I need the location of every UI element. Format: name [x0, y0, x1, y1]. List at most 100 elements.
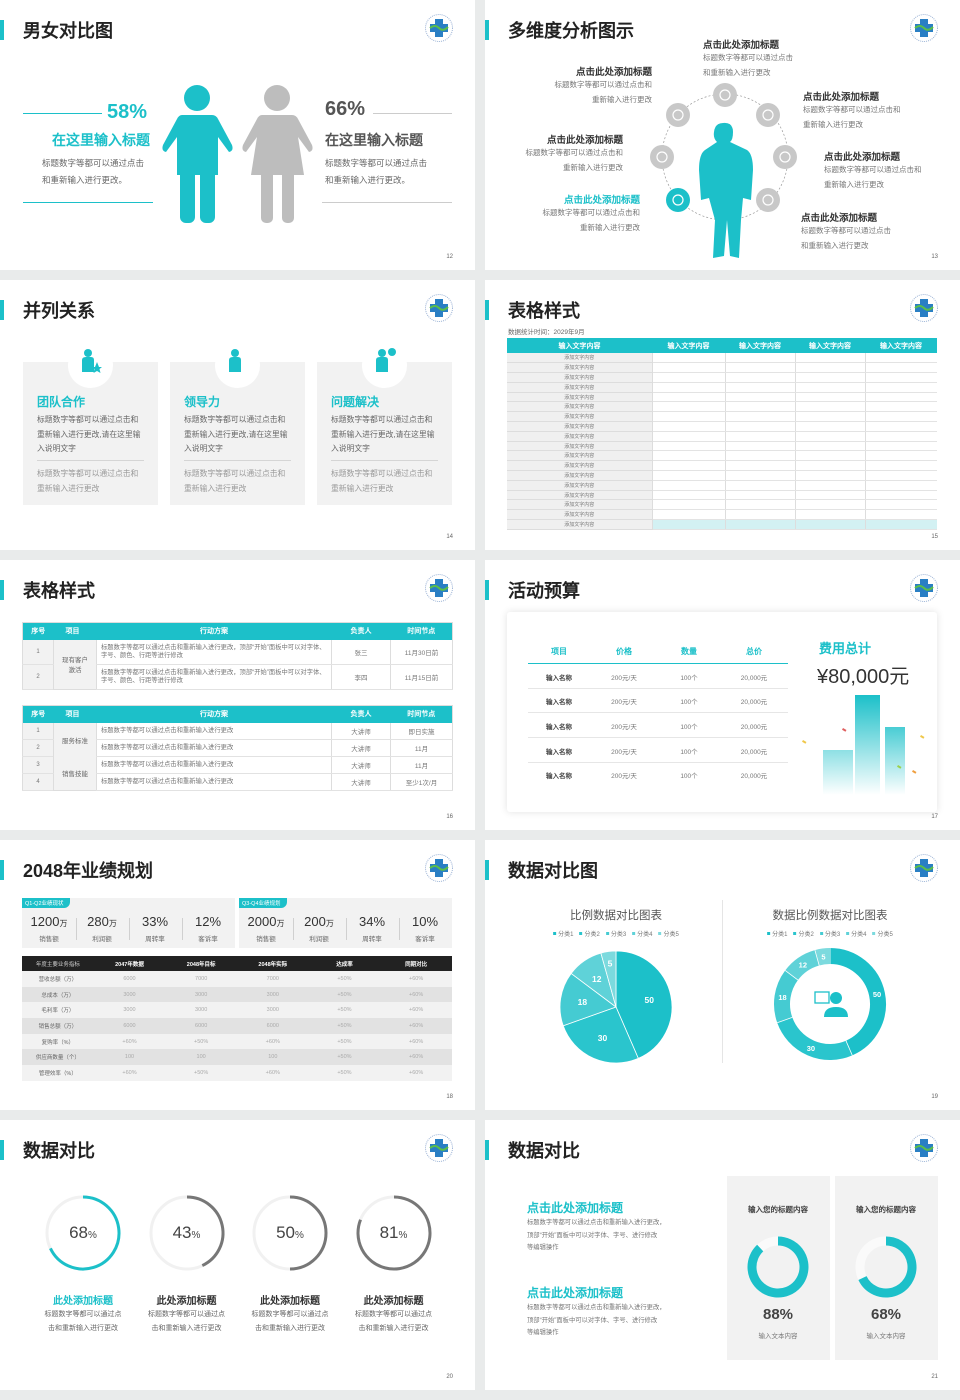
empty-cell[interactable]	[724, 382, 795, 393]
empty-cell[interactable]	[794, 450, 865, 462]
empty-cell[interactable]	[724, 401, 795, 413]
stat-value: 1200万	[31, 914, 68, 929]
empty-cell[interactable]	[651, 353, 725, 364]
empty-cell[interactable]	[794, 460, 865, 472]
empty-cell[interactable]	[864, 372, 937, 383]
empty-cell[interactable]	[724, 411, 795, 423]
slide-title: 2048年业绩规划	[23, 861, 154, 881]
empty-cell[interactable]	[864, 401, 937, 413]
empty-cell[interactable]	[794, 499, 865, 511]
empty-cell[interactable]	[794, 441, 865, 452]
empty-cell[interactable]	[864, 382, 937, 393]
empty-cell[interactable]	[724, 362, 795, 374]
empty-cell[interactable]	[794, 421, 865, 432]
empty-cell[interactable]	[651, 470, 725, 481]
empty-cell[interactable]	[651, 460, 725, 472]
table-row: 添加文字内容	[507, 421, 937, 432]
empty-cell[interactable]	[864, 490, 937, 501]
empty-cell[interactable]	[651, 372, 725, 383]
empty-cell[interactable]	[651, 450, 725, 462]
empty-cell[interactable]	[724, 519, 795, 530]
slide-18[interactable]: 2048年业绩规划 18 Q1-Q2业绩现状 1200万 销售额 280万 利润额 33% 周转…	[0, 840, 475, 1110]
consultant-body	[824, 1007, 848, 1017]
empty-cell[interactable]	[794, 470, 865, 481]
empty-cell[interactable]	[724, 353, 795, 364]
empty-cell[interactable]	[724, 441, 795, 452]
item-title: 点击此处添加标题	[575, 67, 652, 78]
empty-cell[interactable]	[651, 401, 725, 413]
empty-cell[interactable]	[724, 392, 795, 403]
empty-cell[interactable]	[864, 362, 937, 374]
empty-cell[interactable]	[794, 509, 865, 521]
empty-cell[interactable]	[724, 490, 795, 501]
empty-cell[interactable]	[651, 441, 725, 452]
empty-cell[interactable]	[724, 372, 795, 383]
empty-cell[interactable]	[724, 499, 795, 511]
empty-cell[interactable]	[651, 519, 725, 530]
empty-cell[interactable]	[864, 480, 937, 491]
empty-cell[interactable]	[864, 421, 937, 432]
empty-cell[interactable]	[651, 382, 725, 393]
empty-cell[interactable]	[864, 499, 937, 511]
empty-cell[interactable]	[651, 509, 725, 521]
empty-cell[interactable]	[651, 431, 725, 442]
table-row: 添加文字内容	[507, 362, 937, 374]
empty-cell[interactable]	[651, 411, 725, 423]
table-cell: +50%	[337, 991, 352, 998]
empty-cell[interactable]	[864, 460, 937, 472]
empty-cell[interactable]	[794, 411, 865, 423]
empty-cell[interactable]	[794, 382, 865, 393]
table-row: 添加文字内容	[507, 499, 937, 511]
empty-cell[interactable]	[794, 392, 865, 403]
slide-12[interactable]: 男女对比图 12 58% 在这里输入标题 标题数字等都可以通过点击 和重新输入进行更改。 6…	[0, 0, 475, 270]
empty-cell[interactable]	[794, 362, 865, 374]
empty-cell[interactable]	[864, 392, 937, 403]
slide-21[interactable]: 数据对比 21 点击此处添加标题 标题数字等都可以通过点击和重新输入进行更改， 顶部“开…	[485, 1120, 960, 1390]
legend-item: 分类4	[632, 929, 653, 938]
empty-cell[interactable]	[794, 480, 865, 491]
slide-14[interactable]: 并列关系 14 团队合作 标题数字等都可以通过点击和 重新输入进行更改,请在这里输 入说明…	[0, 280, 475, 550]
empty-cell[interactable]	[864, 470, 937, 481]
empty-cell[interactable]	[794, 353, 865, 364]
empty-cell[interactable]	[724, 509, 795, 521]
empty-cell[interactable]	[794, 490, 865, 501]
empty-cell[interactable]	[724, 460, 795, 472]
empty-cell[interactable]	[651, 490, 725, 501]
empty-cell[interactable]	[864, 509, 937, 521]
panel-title: 输入您的标题内容	[856, 1205, 916, 1214]
empty-cell[interactable]	[724, 450, 795, 462]
slide-20[interactable]: 数据对比 20 68% 此处添加标题 标题数字等都可以通过点 击和重新输入进行更改 43% 此…	[0, 1120, 475, 1390]
row-number: 2	[22, 739, 54, 757]
slide-13[interactable]: 多维度分析图示 13 点击此处添加标题 标题数字等都可以通过点击 和重新输入进行更改 点击…	[485, 0, 960, 270]
empty-cell[interactable]	[864, 411, 937, 423]
empty-cell[interactable]	[651, 392, 725, 403]
empty-cell[interactable]	[864, 450, 937, 462]
empty-cell[interactable]	[794, 372, 865, 383]
empty-cell[interactable]	[864, 353, 937, 364]
slide-16[interactable]: 表格样式 16 序号 项目 行动方案 负责人 时间节点 1 现有客户激活 标题数字等都可以通过点击…	[0, 560, 475, 830]
empty-cell[interactable]	[794, 431, 865, 442]
slide-19[interactable]: 数据对比图 19 比例数据对比图表 分类1 分类2 分类3 分类4 分类5 50 30 18 12 5 数…	[485, 840, 960, 1110]
hospital-logo-icon	[425, 14, 453, 42]
slide-17[interactable]: 活动预算 17 项目 价格 数量 总价 输入名称 200元/天 100个 20,000元 输入名称 2…	[485, 560, 960, 830]
owner-cell: 李四	[331, 664, 391, 690]
empty-cell[interactable]	[651, 499, 725, 511]
empty-cell[interactable]	[724, 480, 795, 491]
empty-cell[interactable]	[724, 431, 795, 442]
empty-cell[interactable]	[651, 480, 725, 491]
empty-cell[interactable]	[864, 519, 937, 530]
page-number: 13	[931, 254, 938, 260]
empty-cell[interactable]	[651, 421, 725, 432]
slide-15[interactable]: 表格样式 15 数据统计时间：2029年9月 输入文字内容 输入文字内容 输入文字内容 输入…	[485, 280, 960, 550]
empty-cell[interactable]	[724, 470, 795, 481]
empty-cell[interactable]	[864, 441, 937, 452]
table-row: 添加文字内容	[507, 411, 937, 423]
empty-cell[interactable]	[651, 362, 725, 374]
item-title: 点击此处添加标题	[703, 40, 780, 51]
empty-cell[interactable]	[794, 519, 865, 530]
empty-cell[interactable]	[794, 401, 865, 413]
empty-cell[interactable]	[864, 431, 937, 442]
empty-cell[interactable]	[724, 421, 795, 432]
table-cell: 供应商数量（个）	[35, 1055, 80, 1062]
stat-panel	[835, 1176, 938, 1360]
